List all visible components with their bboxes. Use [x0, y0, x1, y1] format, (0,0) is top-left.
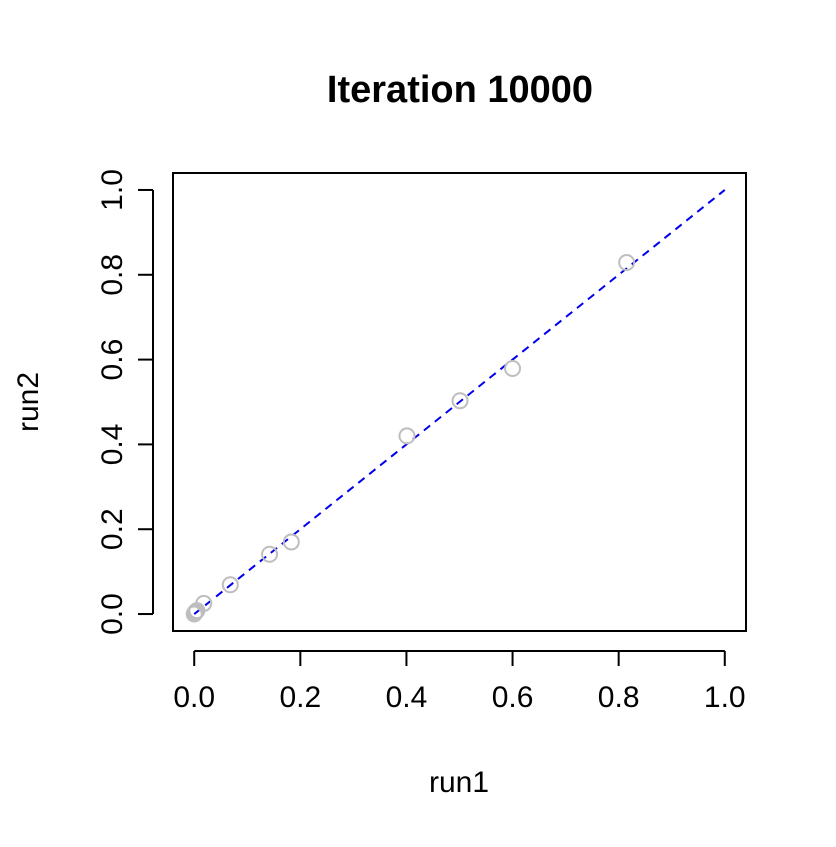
x-axis: 0.0 0.2 0.4 0.6 0.8 1.0: [173, 650, 746, 714]
x-tick-label: 0.2: [279, 681, 321, 714]
data-point: [261, 545, 279, 563]
data-point: [398, 427, 416, 445]
x-tick-label: 0.0: [173, 681, 215, 714]
data-points: [185, 253, 636, 623]
data-point: [221, 576, 239, 594]
y-tick-label: 0.8: [96, 254, 129, 296]
x-tick-label: 0.4: [386, 681, 428, 714]
data-point: [195, 594, 213, 612]
data-point: [618, 253, 636, 271]
data-point: [282, 533, 300, 551]
x-tick-label: 1.0: [704, 681, 746, 714]
data-point: [451, 392, 469, 410]
x-tick-label: 0.8: [598, 681, 640, 714]
y-axis-label: run2: [12, 372, 45, 432]
y-tick-label: 0.4: [96, 424, 129, 466]
plot-frame: [172, 172, 747, 632]
chart-title: Iteration 10000: [327, 69, 593, 111]
data-point: [504, 359, 522, 377]
y-tick-label: 1.0: [96, 169, 129, 211]
y-axis: 0.0 0.2 0.4 0.6 0.8 1.0: [96, 169, 154, 635]
y-tick-label: 0.2: [96, 508, 129, 550]
x-axis-label: run1: [429, 766, 489, 799]
x-tick-label: 0.6: [492, 681, 534, 714]
y-tick-label: 0.0: [96, 593, 129, 635]
y-tick-label: 0.6: [96, 339, 129, 381]
reference-line: [193, 189, 726, 615]
